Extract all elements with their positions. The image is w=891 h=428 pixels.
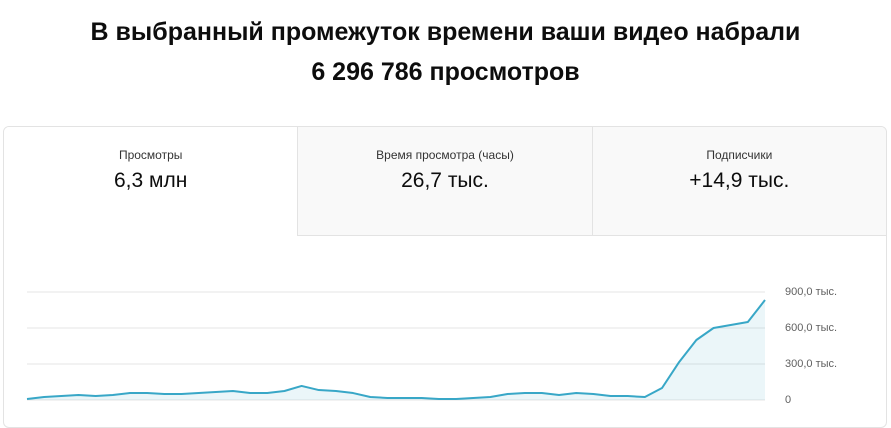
title-line: В выбранный промежуток времени ваши виде… bbox=[90, 18, 801, 46]
chart: 0 300,0 тыс. 600,0 тыс. 900,0 тыс. bbox=[26, 286, 837, 406]
title-line: 6 296 786 просмотров bbox=[311, 58, 580, 86]
y-tick-label: 900,0 тыс. bbox=[785, 286, 837, 298]
metric-tabs: Просмотры 6,3 млн Время просмотра (часы)… bbox=[4, 127, 886, 236]
tab-value: 6,3 млн bbox=[114, 169, 188, 192]
tab-value: 26,7 тыс. bbox=[401, 169, 489, 192]
tab-label: Подписчики bbox=[706, 148, 773, 162]
y-tick-label: 300,0 тыс. bbox=[785, 358, 837, 370]
y-tick-label: 600,0 тыс. bbox=[785, 322, 837, 334]
metric-tab[interactable]: Время просмотра (часы) 26,7 тыс. bbox=[297, 127, 592, 236]
y-tick-label: 0 bbox=[785, 394, 791, 406]
tab-label: Просмотры bbox=[118, 148, 183, 162]
tab-label: Время просмотра (часы) bbox=[376, 148, 514, 162]
title: В выбранный промежуток времени ваши виде… bbox=[0, 12, 891, 92]
area bbox=[27, 300, 765, 400]
analytics-card: Просмотры 6,3 млн Время просмотра (часы)… bbox=[3, 126, 887, 428]
page: {"header": {"title_lines": ["В выбранный… bbox=[0, 12, 891, 428]
line bbox=[26, 299, 766, 401]
metric-tab[interactable]: Просмотры 6,3 млн bbox=[4, 127, 298, 236]
metric-tab[interactable]: Подписчики +14,9 тыс. bbox=[591, 127, 886, 236]
tab-value: +14,9 тыс. bbox=[689, 169, 790, 192]
